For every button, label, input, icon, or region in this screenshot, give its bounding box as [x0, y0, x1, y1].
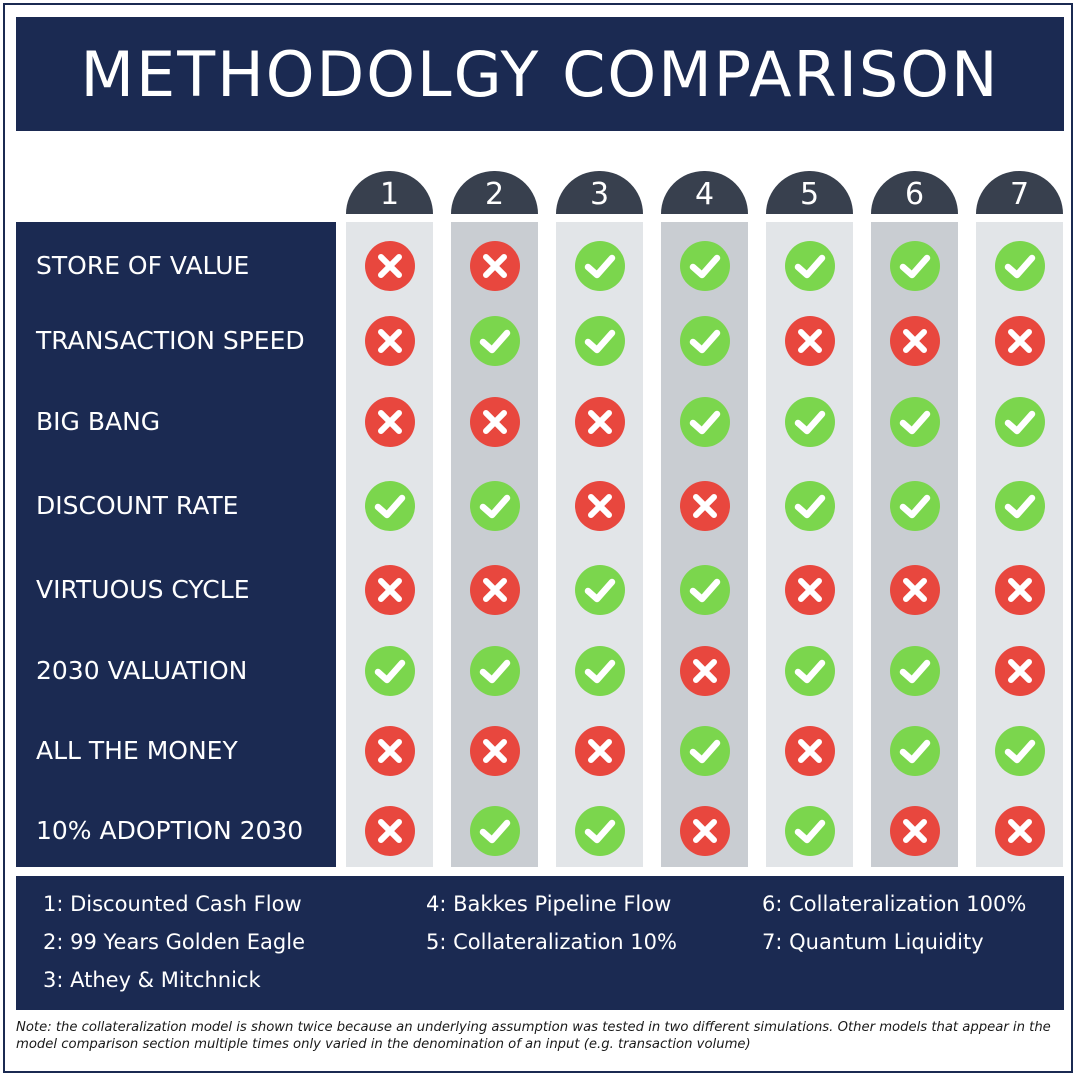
legend-item-5: 5: Collateralization 10%	[426, 930, 677, 954]
check-circle-icon	[364, 481, 415, 531]
cross-circle-icon	[469, 726, 520, 776]
cross-circle-icon	[994, 806, 1045, 856]
check-circle-icon	[784, 397, 835, 447]
outer-frame	[3, 3, 1073, 1073]
cross-circle-icon	[679, 806, 730, 856]
check-circle-icon	[994, 481, 1045, 531]
check-circle-icon	[469, 316, 520, 366]
check-circle-icon	[889, 481, 940, 531]
cross-circle-icon	[364, 565, 415, 615]
cross-circle-icon	[469, 397, 520, 447]
check-circle-icon	[574, 646, 625, 696]
check-circle-icon	[679, 565, 730, 615]
check-circle-icon	[994, 726, 1045, 776]
check-circle-icon	[574, 241, 625, 291]
cross-circle-icon	[994, 316, 1045, 366]
cross-circle-icon	[679, 646, 730, 696]
cross-circle-icon	[469, 565, 520, 615]
row-label: TRANSACTION SPEED	[36, 326, 305, 355]
check-circle-icon	[889, 726, 940, 776]
row-label: 10% ADOPTION 2030	[36, 816, 304, 845]
cross-circle-icon	[364, 726, 415, 776]
page-title: METHODOLGY COMPARISON	[80, 37, 1000, 111]
check-circle-icon	[469, 481, 520, 531]
check-circle-icon	[679, 397, 730, 447]
row-label: DISCOUNT RATE	[36, 491, 239, 520]
check-circle-icon	[784, 481, 835, 531]
check-circle-icon	[784, 646, 835, 696]
cross-circle-icon	[994, 565, 1045, 615]
cross-circle-icon	[469, 241, 520, 291]
check-circle-icon	[469, 646, 520, 696]
cross-circle-icon	[889, 806, 940, 856]
cross-circle-icon	[889, 565, 940, 615]
cross-circle-icon	[364, 397, 415, 447]
row-label: VIRTUOUS CYCLE	[36, 575, 250, 604]
legend-item-6: 6: Collateralization 100%	[762, 892, 1027, 916]
check-circle-icon	[784, 806, 835, 856]
row-label: BIG BANG	[36, 407, 161, 436]
legend-box: 1: Discounted Cash Flow 2: 99 Years Gold…	[16, 876, 1064, 1010]
cross-circle-icon	[784, 565, 835, 615]
check-circle-icon	[889, 241, 940, 291]
check-circle-icon	[574, 806, 625, 856]
cross-circle-icon	[574, 481, 625, 531]
check-circle-icon	[469, 806, 520, 856]
cross-circle-icon	[784, 726, 835, 776]
check-circle-icon	[889, 646, 940, 696]
legend-item-2: 2: 99 Years Golden Eagle	[43, 930, 305, 954]
cross-circle-icon	[784, 316, 835, 366]
check-circle-icon	[679, 241, 730, 291]
cross-circle-icon	[889, 316, 940, 366]
legend-item-7: 7: Quantum Liquidity	[762, 930, 984, 954]
criteria-panel: STORE OF VALUE TRANSACTION SPEED BIG BANG D…	[16, 222, 336, 867]
footnote: Note: the collateralization model is sho…	[16, 1020, 1051, 1052]
check-circle-icon	[784, 241, 835, 291]
check-circle-icon	[679, 316, 730, 366]
cross-circle-icon	[994, 646, 1045, 696]
row-label: 2030 VALUATION	[36, 656, 248, 685]
row-label: STORE OF VALUE	[36, 251, 250, 280]
check-circle-icon	[994, 397, 1045, 447]
check-circle-icon	[889, 397, 940, 447]
row-label: ALL THE MONEY	[36, 736, 238, 765]
legend-item-3: 3: Athey & Mitchnick	[43, 968, 261, 992]
check-circle-icon	[574, 565, 625, 615]
cross-circle-icon	[364, 241, 415, 291]
legend-item-4: 4: Bakkes Pipeline Flow	[426, 892, 672, 916]
cross-circle-icon	[364, 316, 415, 366]
check-circle-icon	[994, 241, 1045, 291]
check-circle-icon	[364, 646, 415, 696]
cross-circle-icon	[574, 726, 625, 776]
cross-circle-icon	[574, 397, 625, 447]
cross-circle-icon	[679, 481, 730, 531]
check-circle-icon	[574, 316, 625, 366]
legend-item-1: 1: Discounted Cash Flow	[43, 892, 302, 916]
cross-circle-icon	[364, 806, 415, 856]
check-circle-icon	[679, 726, 730, 776]
title-banner: METHODOLGY COMPARISON	[16, 17, 1064, 131]
